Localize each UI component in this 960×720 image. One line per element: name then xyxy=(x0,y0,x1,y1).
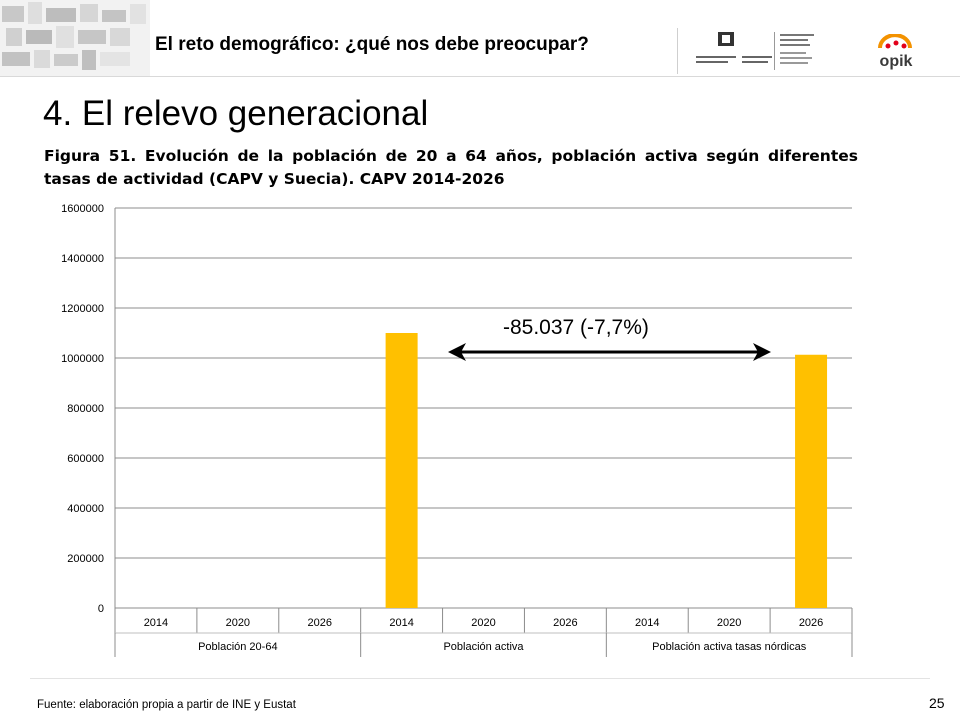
x-tick-label: 2014 xyxy=(389,617,413,629)
bar xyxy=(795,354,828,608)
y-tick-label: 0 xyxy=(98,603,104,615)
x-tick-label: 2014 xyxy=(635,617,659,629)
category-table: 2014 2020 2026 2014 2020 2026 2014 2020 2026 Pobl… xyxy=(114,608,853,657)
x-tick-label: 2026 xyxy=(307,617,331,629)
bars xyxy=(385,333,828,608)
logo-separator xyxy=(677,28,678,74)
bottom-rule xyxy=(30,678,930,679)
x-tick-label: 2020 xyxy=(226,617,250,629)
y-axis-ticks: 0 200000 400000 600000 800000 1000000 1200000 1… xyxy=(61,203,104,615)
y-tick-label: 1000000 xyxy=(61,353,104,365)
y-tick-label: 600000 xyxy=(67,453,104,465)
y-tick-label: 1600000 xyxy=(61,203,104,215)
opik-logo: opik xyxy=(878,34,913,70)
figure-caption: Figura 51. Evolución de la población de … xyxy=(44,147,858,188)
header-title: El reto demográfico: ¿qué nos debe preoc… xyxy=(155,34,589,55)
y-tick-label: 800000 xyxy=(67,403,104,415)
difference-annotation: -85.037 (-7,7%) xyxy=(503,316,649,339)
y-tick-label: 1200000 xyxy=(61,303,104,315)
y-tick-label: 200000 xyxy=(67,553,104,565)
x-tick-label: 2026 xyxy=(799,617,823,629)
page-number: 25 xyxy=(929,695,945,711)
arrow-head-right xyxy=(753,343,771,361)
opik-logo-text: opik xyxy=(880,53,913,70)
x-tick-label: 2026 xyxy=(553,617,577,629)
x-tick-label: 2020 xyxy=(471,617,495,629)
source-note: Fuente: elaboración propia a partir de I… xyxy=(37,699,296,711)
x-tick-label: 2020 xyxy=(717,617,741,629)
group-label: Población activa xyxy=(443,641,524,653)
gridlines xyxy=(114,207,852,657)
bar xyxy=(385,333,418,608)
header-bar: El reto demográfico: ¿qué nos debe preoc… xyxy=(0,0,960,77)
y-tick-label: 1400000 xyxy=(61,253,104,265)
x-tick-label: 2014 xyxy=(144,617,168,629)
upv-ehu-logo xyxy=(696,32,814,70)
group-label: Población activa tasas nórdicas xyxy=(652,641,807,653)
arrow-head-left xyxy=(448,343,466,361)
group-label: Población 20-64 xyxy=(198,641,278,653)
difference-arrow xyxy=(448,343,771,361)
slide-title: 4. El relevo generacional xyxy=(43,94,429,133)
y-tick-label: 400000 xyxy=(67,503,104,515)
header-pattern xyxy=(0,0,150,76)
